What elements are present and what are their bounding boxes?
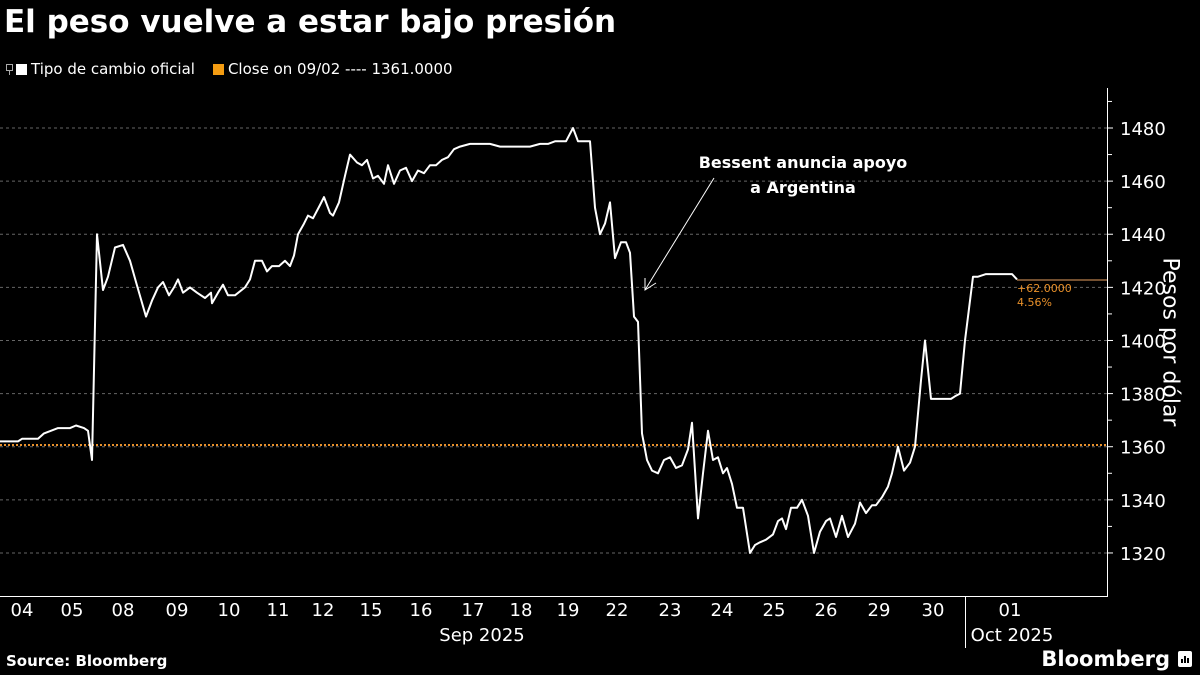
svg-text:29: 29 xyxy=(868,600,891,621)
svg-text:24: 24 xyxy=(711,600,734,621)
bloomberg-chart-icon xyxy=(1178,651,1192,667)
y-ticks: 1320 1340 1360 1380 1400 1420 1440 1460 1480 xyxy=(1108,100,1166,565)
svg-text:1340: 1340 xyxy=(1120,491,1166,512)
delta-value: +62.0000 xyxy=(1017,282,1072,295)
legend-item-close[interactable]: Close on 09/02 ---- 1361.0000 xyxy=(212,60,453,78)
svg-text:01: 01 xyxy=(999,600,1022,621)
legend-close-label: Close on 09/02 ---- 1361.0000 xyxy=(227,60,453,78)
x-ticks: 04 05 08 09 10 11 12 15 16 17 18 19 22 23 24 25 26 29 30 01… xyxy=(11,600,1054,646)
legend: Tipo de cambio oficial Close on 09/02 --… xyxy=(6,60,471,78)
svg-text:1440: 1440 xyxy=(1120,225,1166,246)
svg-text:11: 11 xyxy=(267,600,290,621)
svg-text:12: 12 xyxy=(312,600,335,621)
svg-text:10: 10 xyxy=(218,600,241,621)
annotation-text: Bessent anuncia apoyo a Argentina xyxy=(688,150,918,200)
collapse-tree-icon[interactable] xyxy=(6,63,13,75)
svg-text:25: 25 xyxy=(763,600,786,621)
brand-name: Bloomberg xyxy=(1041,647,1170,671)
close-swatch-icon xyxy=(212,63,224,75)
svg-text:Oct 2025: Oct 2025 xyxy=(971,625,1054,646)
arrow-head-icon xyxy=(644,278,657,291)
svg-text:1460: 1460 xyxy=(1120,172,1166,193)
chart-title: El peso vuelve a estar bajo presión xyxy=(4,4,617,40)
svg-text:1480: 1480 xyxy=(1120,119,1166,140)
series-swatch-icon xyxy=(16,63,27,75)
legend-item-series[interactable]: Tipo de cambio oficial xyxy=(6,60,195,78)
annotation-arrow xyxy=(644,177,715,291)
svg-text:1400: 1400 xyxy=(1120,331,1166,352)
gridlines xyxy=(0,127,1107,554)
svg-text:1380: 1380 xyxy=(1120,385,1166,406)
delta-percent: 4.56% xyxy=(1017,296,1052,309)
svg-text:30: 30 xyxy=(922,600,945,621)
svg-text:1320: 1320 xyxy=(1120,544,1166,565)
svg-text:1360: 1360 xyxy=(1120,438,1166,459)
svg-text:05: 05 xyxy=(61,600,84,621)
annotation-line-2: a Argentina xyxy=(750,178,856,197)
svg-text:16: 16 xyxy=(410,600,433,621)
svg-text:1420: 1420 xyxy=(1120,278,1166,299)
legend-series-label: Tipo de cambio oficial xyxy=(31,60,195,78)
svg-text:17: 17 xyxy=(462,600,485,621)
y-axis-label: Pesos por dólar xyxy=(1157,257,1183,427)
svg-text:23: 23 xyxy=(659,600,682,621)
svg-text:19: 19 xyxy=(557,600,580,621)
svg-text:08: 08 xyxy=(112,600,135,621)
svg-text:Sep 2025: Sep 2025 xyxy=(439,625,524,646)
series-line-tipo-de-cambio xyxy=(0,127,1018,554)
svg-text:22: 22 xyxy=(606,600,629,621)
svg-text:04: 04 xyxy=(11,600,34,621)
last-change-label: +62.0000 4.56% xyxy=(1017,282,1072,310)
svg-text:18: 18 xyxy=(510,600,533,621)
svg-text:09: 09 xyxy=(166,600,189,621)
brand-logo: Bloomberg xyxy=(1041,647,1192,671)
svg-text:26: 26 xyxy=(815,600,838,621)
source-label: Source: Bloomberg xyxy=(6,652,168,670)
svg-text:15: 15 xyxy=(360,600,383,621)
annotation-line-1: Bessent anuncia apoyo xyxy=(698,153,908,172)
